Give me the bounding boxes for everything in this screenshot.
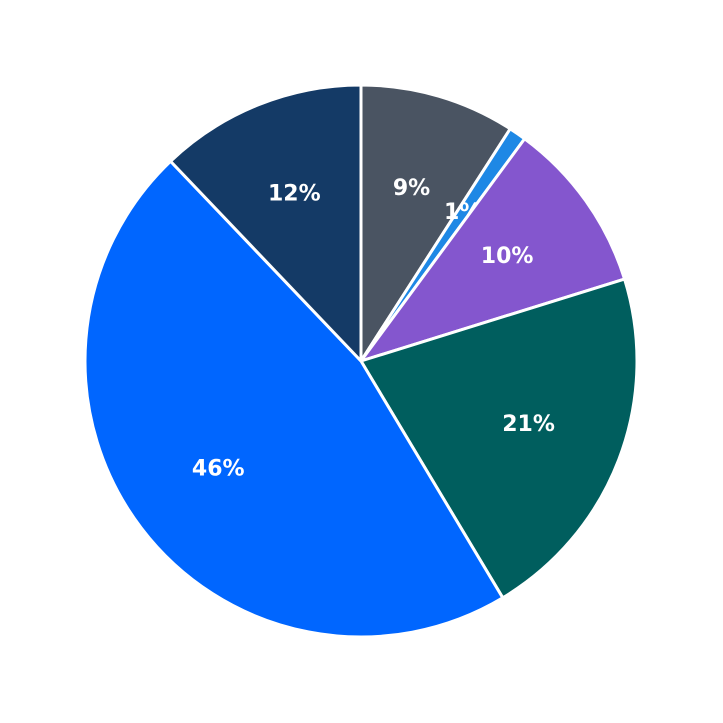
pie-slice xyxy=(169,83,363,363)
pie-slice xyxy=(359,83,512,363)
value-label: 21% xyxy=(502,412,555,437)
value-label: 9% xyxy=(393,176,430,201)
value-label: 46% xyxy=(192,457,245,482)
pie-slice xyxy=(359,137,627,363)
pie-slice xyxy=(359,277,639,600)
pie-slice xyxy=(83,159,505,639)
value-label: 12% xyxy=(268,181,321,206)
value-label: 10% xyxy=(481,244,534,269)
